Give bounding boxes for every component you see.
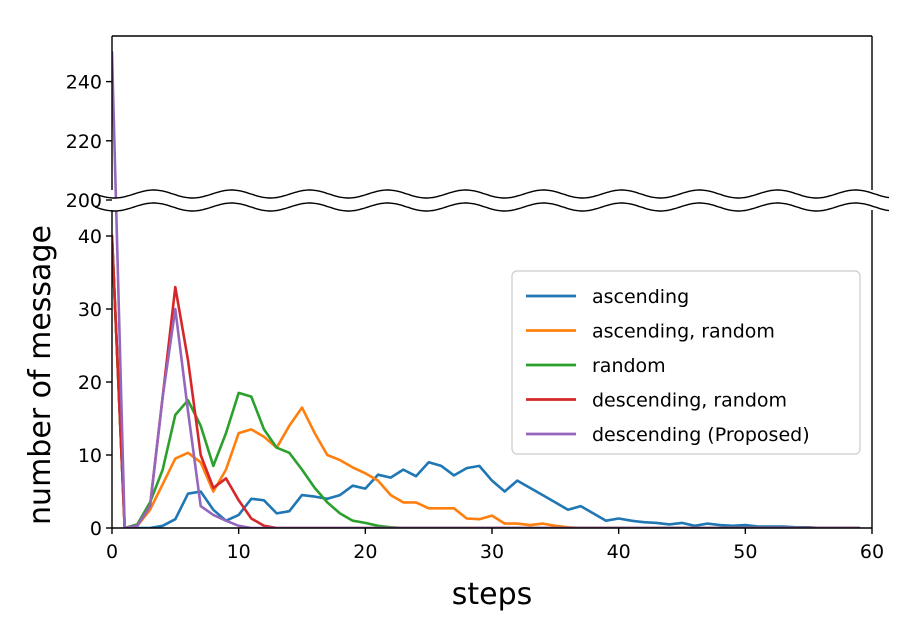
axis-ticks: 0 10 20 30 40 50 60 0 10 20 30 40 200 220 240 <box>66 72 884 563</box>
y-tick-label: 10 <box>78 445 102 467</box>
y-tick-label: 40 <box>78 226 102 248</box>
x-tick-label: 60 <box>860 541 884 563</box>
y-tick-label: 240 <box>66 72 102 94</box>
legend-label: ascending, random <box>592 321 775 343</box>
series-line-3 <box>112 234 861 528</box>
y-tick-label: 0 <box>90 518 102 540</box>
x-tick-label: 30 <box>480 541 504 563</box>
y-tick-label: 20 <box>78 372 102 394</box>
axis-break-line-top <box>94 189 890 199</box>
x-tick-label: 50 <box>733 541 757 563</box>
series-line-0 <box>112 234 861 528</box>
series-line-4 <box>112 50 861 528</box>
y-tick-label: 220 <box>66 131 102 153</box>
x-axis-label: steps <box>452 577 533 612</box>
legend-label: descending, random <box>592 390 787 412</box>
series-line-2 <box>112 234 861 528</box>
series-lines <box>112 50 861 528</box>
y-axis-label: number of message <box>23 225 58 525</box>
legend-label: random <box>592 355 666 377</box>
legend-label: ascending <box>592 286 689 308</box>
axis-break <box>94 189 890 212</box>
x-tick-label: 40 <box>607 541 631 563</box>
axis-break-line-bottom <box>94 202 890 212</box>
x-tick-label: 0 <box>106 541 118 563</box>
legend-box <box>511 270 861 455</box>
y-tick-label: 30 <box>78 299 102 321</box>
x-tick-label: 10 <box>227 541 251 563</box>
x-tick-label: 20 <box>353 541 377 563</box>
y-tick-label: 200 <box>66 190 102 212</box>
series-line-1 <box>112 234 861 528</box>
legend: ascending ascending, random random descendi… <box>511 270 861 455</box>
legend-label: descending (Proposed) <box>592 424 810 446</box>
